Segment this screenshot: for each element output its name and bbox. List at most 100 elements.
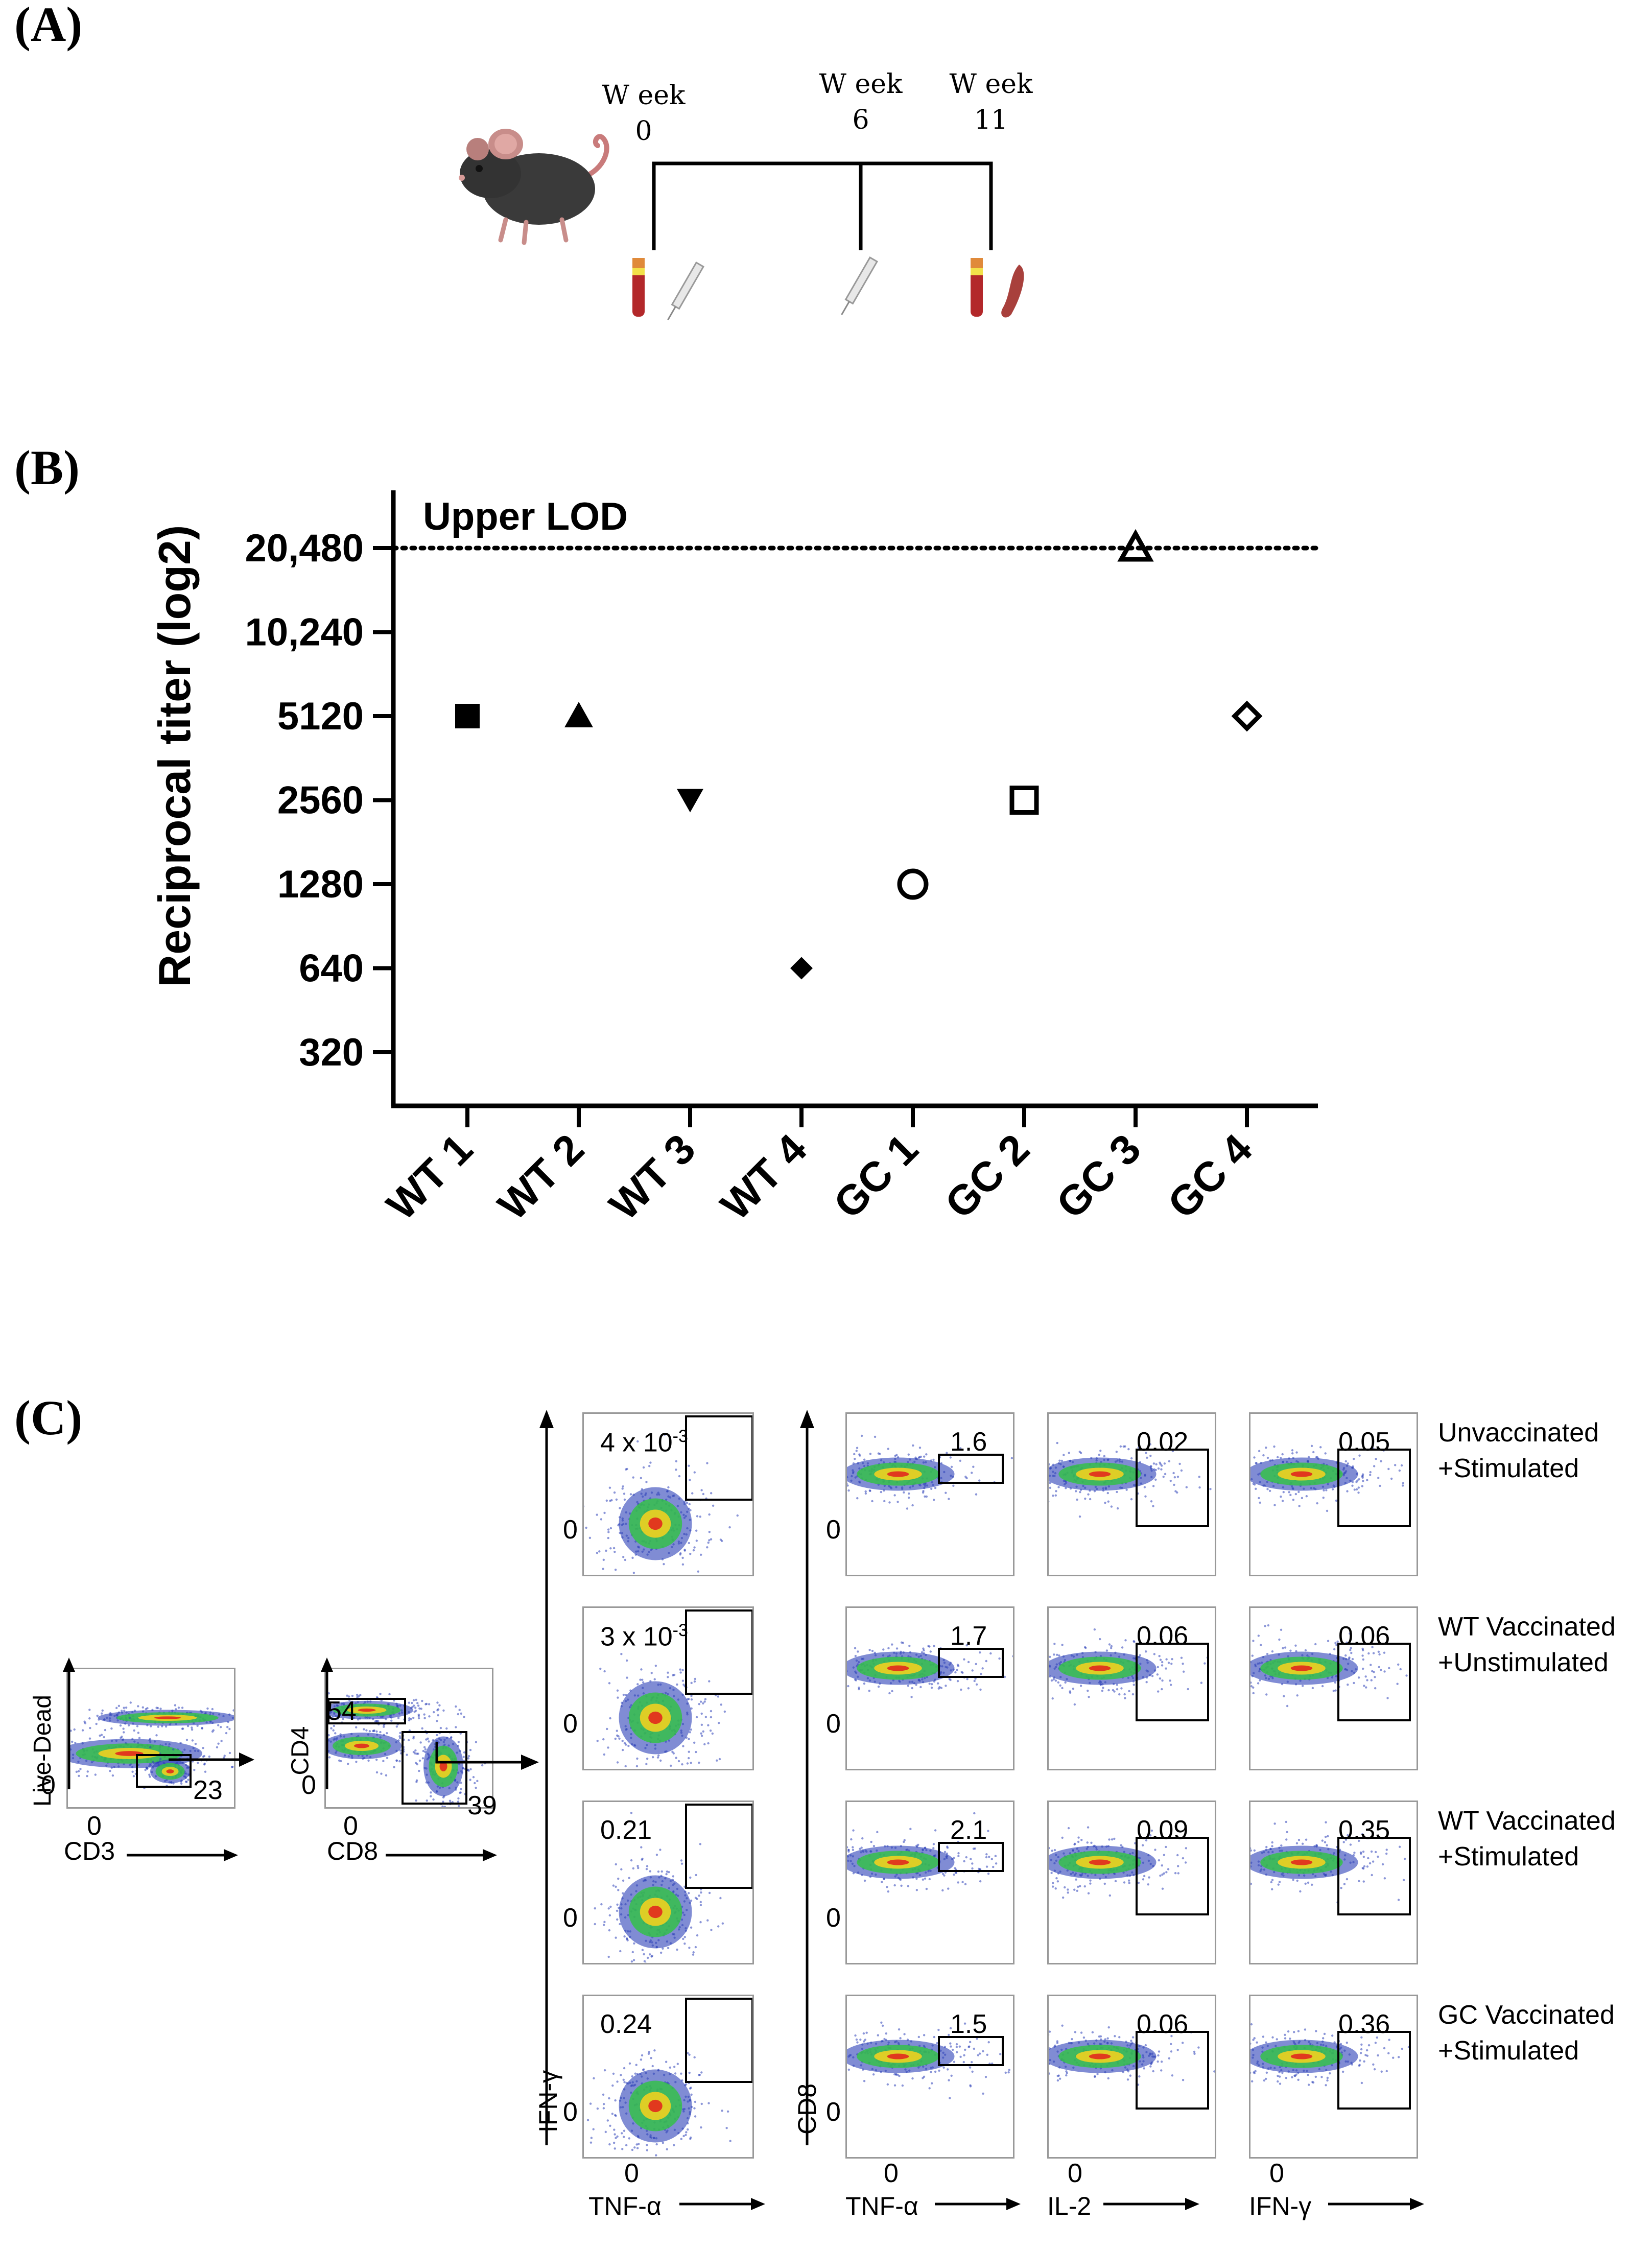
axis-zero: 0 (826, 1903, 841, 1933)
titer-chart: 320 640 1280 2560 5120 10,240 20,480 Reciprocal… (149, 490, 1320, 1229)
x-tick-label: WT 1 (378, 1125, 482, 1229)
syringe-icon (841, 256, 878, 316)
axis-zero: 0 (563, 1709, 578, 1739)
axis-zero: 0 (301, 1770, 316, 1800)
data-point-gc-2 (1009, 786, 1039, 815)
axis-zero: 0 (1269, 2159, 1284, 2188)
y-axis-label-cd8: CD8 (793, 2083, 822, 2135)
timeline-label-week0: W eek 0 (602, 80, 686, 147)
axis-zero: 0 (563, 1515, 578, 1545)
syringe-icon (667, 261, 704, 321)
y-axis-label-live-dead: Live-Dead (29, 1695, 56, 1807)
axis-arrow-ifng (539, 1410, 554, 2145)
x-tick-label: WT 3 (601, 1125, 704, 1229)
flow-plot-cd8-tnf-row-4 (845, 1995, 1014, 2159)
blood-tube-icon (971, 258, 983, 317)
data-point-wt-3 (677, 789, 703, 813)
flow-plot-cd8-ifng-row-1 (1249, 1412, 1418, 1576)
x-tick-label: WT 2 (489, 1125, 593, 1229)
data-point-wt-2 (564, 702, 593, 727)
x-axis-label-tnf: TNF-α (588, 2192, 662, 2220)
flow-plot-cd4-row-1 (582, 1412, 754, 1576)
flow-plot-cd8-ifng-row-2 (1249, 1606, 1418, 1770)
gate-value-cd8-il2: 0.09 (1137, 1815, 1189, 1845)
axis-zero: 0 (826, 1515, 841, 1545)
flow-plot-cd8-il2-row-4 (1047, 1995, 1216, 2159)
gate-value-cd4-ifng: 4 x 10-3 (600, 1427, 688, 1458)
gate-value-cd8-ifng: 0.36 (1338, 2009, 1390, 2039)
data-point-gc-3 (1117, 529, 1154, 562)
x-tick-label: GC 2 (936, 1125, 1039, 1227)
gate-value-cd8-tnf: 2.1 (950, 1815, 987, 1845)
timeline-label-week11: W eek 11 (949, 69, 1033, 135)
timeline-label-week6: W eek 6 (819, 69, 903, 135)
gate-value-cd4-ifng: 0.24 (600, 2009, 652, 2039)
axis-zero: 0 (343, 1811, 358, 1841)
data-point-wt-4 (790, 957, 813, 980)
gate-arrow (435, 1742, 539, 1770)
gate-value-cd4-ifng: 3 x 10-3 (600, 1621, 688, 1652)
gate-value-cd8-tnf: 1.7 (950, 1621, 987, 1651)
axis-zero: 0 (87, 1811, 102, 1841)
gate-value-cd8: 39 (467, 1791, 497, 1820)
y-tick-label: 2560 (277, 779, 364, 822)
row-condition-label: WT Vaccinated +Stimulated (1438, 1806, 1616, 1872)
data-point-gc-4 (1231, 700, 1263, 732)
gate-value-cd8-tnf: 1.6 (950, 1427, 987, 1457)
y-axis-label-ifng: IFN-γ (534, 2070, 563, 2133)
blood-tube-icon (632, 258, 645, 317)
y-tick-label: 320 (299, 1031, 364, 1074)
gate-value-cd3: 23 (193, 1775, 223, 1805)
flow-plot-cd8-il2-row-3 (1047, 1801, 1216, 1964)
axis-arrow (935, 2198, 1021, 2210)
row-condition-label: GC Vaccinated +Stimulated (1438, 2000, 1615, 2066)
axis-arrow (63, 1657, 75, 1789)
axis-zero: 0 (884, 2159, 899, 2188)
gate-arrow (169, 1752, 254, 1767)
x-axis-label-cd3: CD3 (64, 1837, 115, 1865)
axis-zero: 0 (1068, 2159, 1082, 2188)
x-axis-label-cd8: CD8 (327, 1837, 379, 1865)
y-tick-label: 10,240 (245, 611, 364, 654)
data-point-gc-1 (897, 868, 929, 900)
y-axis-label: Reciprocal titer (log2) (149, 525, 200, 987)
gate-value-cd8-tnf: 1.5 (950, 2009, 987, 2039)
axis-arrow (127, 1849, 238, 1861)
y-axis-label-cd4: CD4 (287, 1726, 314, 1775)
x-axis-label-tnf: TNF-α (845, 2192, 918, 2220)
flow-plot-cd8-ifng-row-3 (1249, 1801, 1418, 1964)
y-tick-label: 640 (299, 947, 364, 990)
axis-zero: 0 (563, 1903, 578, 1933)
x-tick-label: GC 4 (1159, 1125, 1261, 1227)
flow-plot-cd8-tnf-row-2 (845, 1606, 1014, 1770)
panel-a-label: (A) (14, 0, 83, 52)
flow-plot-cd8-tnf-row-3 (845, 1801, 1014, 1964)
gating-plot-live-dead-cd3 (66, 1668, 235, 1809)
axis-arrow-cd8 (800, 1410, 814, 2145)
axis-zero: 0 (624, 2159, 639, 2188)
y-tick-label: 1280 (277, 863, 364, 906)
upper-lod-label: Upper LOD (423, 495, 628, 538)
timeline (652, 161, 993, 250)
row-condition-label: WT Vaccinated +Unstimulated (1438, 1612, 1616, 1677)
axis-zero: 0 (826, 1709, 841, 1739)
axis-zero: 0 (41, 1770, 56, 1800)
x-tick-label: WT 4 (712, 1125, 816, 1229)
flow-plot-cd8-ifng-row-4 (1249, 1995, 1418, 2159)
x-tick-label: GC 1 (825, 1125, 927, 1227)
y-tick-label: 5120 (277, 695, 364, 738)
axis-arrow (1328, 2198, 1424, 2210)
data-point-wt-1 (455, 704, 480, 728)
flow-plot-cd8-tnf-row-1 (845, 1412, 1014, 1576)
mouse-illustration (459, 129, 609, 245)
gate-value-cd8-il2: 0.02 (1137, 1427, 1189, 1457)
gating-plot-cd4-cd8 (324, 1668, 493, 1809)
axis-zero: 0 (826, 2097, 841, 2127)
gate-value-cd8-ifng: 0.05 (1338, 1427, 1390, 1457)
gate-value-cd4-ifng: 0.21 (600, 1815, 652, 1845)
flow-plot-cd4-row-2 (582, 1606, 754, 1770)
spleen-icon (1001, 265, 1024, 318)
row-condition-label: Unvaccinated +Stimulated (1438, 1418, 1599, 1483)
gate-value-cd8-il2: 0.06 (1137, 2009, 1189, 2039)
axis-arrow (1103, 2198, 1199, 2210)
